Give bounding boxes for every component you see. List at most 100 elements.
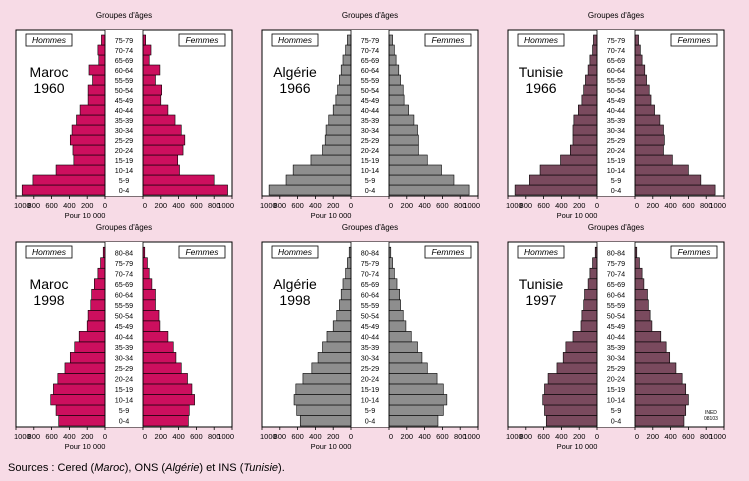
x-axis-label: Pour 10 000: [557, 211, 598, 220]
age-label: 80-84: [361, 248, 379, 257]
age-label: 0-4: [611, 417, 621, 426]
age-label: 70-74: [361, 46, 379, 55]
x-tick-label: 400: [309, 432, 322, 441]
bar-hommes-50-54: [87, 310, 106, 322]
bar-hommes-40-44: [326, 331, 352, 343]
bar-femmes-60-64: [634, 288, 648, 301]
bar-femmes-15-19: [634, 383, 687, 395]
x-axis-label: Pour 10 000: [557, 442, 598, 451]
age-label: 25-29: [361, 364, 379, 373]
legend-box: [25, 33, 73, 47]
bar-hommes-70-74: [589, 267, 598, 280]
age-label: 55-59: [361, 76, 379, 85]
bar-femmes-0-4: [142, 184, 228, 196]
bar-hommes-0-4: [514, 184, 598, 196]
bar-hommes-65-69: [587, 278, 598, 290]
bar-femmes-35-39: [634, 341, 667, 353]
x-tick-label: 400: [172, 432, 185, 441]
age-label: 0-4: [611, 186, 621, 195]
age-label: 0-4: [119, 186, 129, 195]
bar-femmes-25-29: [388, 134, 419, 146]
age-label: 70-74: [115, 269, 133, 278]
x-tick-label: 1000: [217, 201, 234, 210]
x-tick-label: 800: [28, 432, 41, 441]
age-label: 45-49: [607, 96, 625, 105]
bar-hommes-55-59: [339, 74, 352, 86]
country-label: Maroc: [30, 276, 69, 292]
legend-box: [670, 245, 718, 259]
bar-femmes-20-24: [142, 144, 184, 156]
bar-hommes-25-29: [69, 134, 106, 146]
bar-hommes-65-69: [589, 54, 598, 66]
legend-femmes: Femmes: [670, 245, 718, 259]
x-tick-label: 800: [274, 432, 287, 441]
x-tick-label: 1000: [14, 432, 31, 441]
age-label: 40-44: [607, 333, 625, 342]
bar-hommes-15-19: [295, 383, 352, 395]
x-tick-label: 200: [81, 201, 94, 210]
bar-hommes-50-54: [581, 310, 598, 322]
age-label: 50-54: [115, 86, 133, 95]
bar-hommes-45-49: [580, 320, 598, 332]
x-tick-label: 800: [520, 432, 533, 441]
bar-femmes-45-49: [388, 320, 407, 332]
age-label: 70-74: [607, 46, 625, 55]
x-tick-label: 200: [401, 201, 414, 210]
age-label: 65-69: [115, 56, 133, 65]
bar-femmes-30-34: [634, 352, 671, 364]
bar-femmes-35-39: [388, 114, 415, 126]
bar-femmes-50-54: [388, 84, 404, 96]
legend-hommes: Hommes: [271, 245, 319, 259]
chart-title: Groupes d'âges: [342, 11, 398, 20]
bar-femmes-45-49: [634, 94, 652, 106]
bar-femmes-65-69: [142, 54, 150, 66]
bar-femmes-75-79: [634, 34, 639, 46]
bar-femmes-10-14: [142, 394, 195, 406]
bar-femmes-20-24: [388, 373, 438, 385]
bar-femmes-75-79: [142, 34, 146, 46]
x-tick-label: 0: [103, 201, 107, 210]
legend-label: Hommes: [278, 35, 313, 45]
age-label: 50-54: [115, 312, 133, 321]
year-label: 1998: [33, 292, 64, 308]
legend-label: Hommes: [524, 247, 559, 257]
bar-femmes-30-34: [634, 124, 664, 136]
x-tick-label: 400: [418, 201, 431, 210]
bar-femmes-65-69: [634, 54, 643, 66]
x-tick-label: 800: [454, 432, 467, 441]
age-label: 40-44: [361, 106, 379, 115]
x-tick-label: 400: [664, 432, 677, 441]
country-label: Algérie: [273, 64, 317, 80]
bar-hommes-30-34: [69, 352, 106, 364]
bar-hommes-15-19: [53, 383, 106, 395]
bar-hommes-70-74: [345, 44, 352, 56]
bar-femmes-65-69: [388, 278, 398, 290]
bar-hommes-60-64: [340, 288, 352, 301]
age-label-column: [351, 242, 389, 427]
bar-hommes-75-79: [101, 34, 106, 46]
legend-label: Femmes: [677, 35, 711, 45]
pyramid-3: Groupes d'âges 0-45-910-1415-1920-2425-29…: [506, 11, 726, 220]
x-tick-label: 1000: [260, 432, 277, 441]
bar-femmes-15-19: [634, 154, 673, 166]
bar-femmes-5-9: [388, 404, 444, 416]
bar-femmes-5-9: [388, 174, 455, 186]
bar-hommes-45-49: [86, 320, 106, 332]
country-label: Tunisie: [519, 64, 564, 80]
bar-hommes-5-9: [544, 404, 598, 416]
pyramid-2: Groupes d'âges 0-45-910-1415-1920-2425-29…: [260, 11, 480, 220]
legend-box: [25, 245, 73, 259]
country-label: Tunisie: [519, 276, 564, 292]
bar-hommes-70-74: [97, 44, 106, 56]
bar-hommes-25-29: [556, 362, 598, 374]
legend-hommes: Hommes: [271, 33, 319, 47]
bar-femmes-10-14: [388, 164, 442, 176]
age-label: 75-79: [607, 259, 625, 268]
bar-hommes-45-49: [87, 94, 106, 106]
bar-femmes-75-79: [388, 34, 393, 46]
bar-hommes-55-59: [92, 74, 106, 86]
x-tick-label: 0: [143, 201, 147, 210]
bar-hommes-30-34: [562, 352, 598, 364]
